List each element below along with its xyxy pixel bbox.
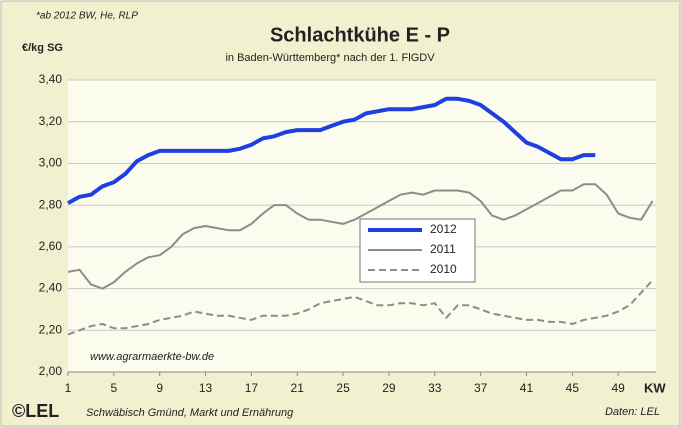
- y-tick-label: 3,20: [39, 114, 63, 128]
- series-line: [67, 183, 654, 290]
- chart-title: Schlachtkühe E - P: [270, 24, 450, 46]
- legend: 2012 2011 2010: [368, 222, 457, 276]
- x-tick-label: 21: [291, 381, 305, 395]
- y-tick-label: 3,40: [39, 72, 63, 86]
- x-tick-label: 25: [336, 381, 350, 395]
- y-tick-label: 2,60: [39, 239, 63, 253]
- y-tick-label: 2,80: [39, 197, 63, 211]
- grid: 2,00 2,20 2,40 2,60 2,80 3,00 3,20 3,40 1 5 9 13 17 2…: [39, 72, 656, 395]
- footer: Schwäbisch Gmünd, Markt und Ernährung: [86, 407, 294, 419]
- source: Daten: LEL: [605, 406, 660, 418]
- subtitle: in Baden-Württemberg* nach der 1. FlGDV: [225, 52, 435, 64]
- series-line: [67, 279, 654, 336]
- x-tick-label: 49: [611, 381, 625, 395]
- x-tick-label: 5: [111, 381, 118, 395]
- y-tick-label: 2,00: [39, 364, 63, 378]
- legend-label: 2011: [430, 242, 456, 256]
- x-tick-label: 17: [245, 381, 259, 395]
- y-tick-label: 2,40: [39, 281, 63, 295]
- website: www.agrarmaerkte-bw.de: [90, 351, 214, 363]
- x-tick-label: 45: [566, 381, 580, 395]
- x-tick-label: 9: [156, 381, 163, 395]
- lines: [67, 96, 654, 336]
- x-tick-label: 41: [520, 381, 534, 395]
- legend-label: 2010: [430, 262, 457, 276]
- logo: ©LEL: [12, 401, 59, 421]
- x-axis-label: KW: [644, 380, 666, 395]
- x-tick-label: 33: [428, 381, 442, 395]
- y-tick-label: 3,00: [39, 156, 63, 170]
- x-tick-label: 37: [474, 381, 488, 395]
- y-tick-label: 2,20: [39, 322, 63, 336]
- x-tick-label: 29: [382, 381, 396, 395]
- legend-label: 2012: [430, 222, 457, 236]
- y-axis-label: €/kg SG: [22, 42, 63, 54]
- note: *ab 2012 BW, He, RLP: [36, 11, 138, 22]
- series-line: [67, 96, 596, 205]
- x-tick-label: 1: [65, 381, 72, 395]
- x-tick-label: 13: [199, 381, 213, 395]
